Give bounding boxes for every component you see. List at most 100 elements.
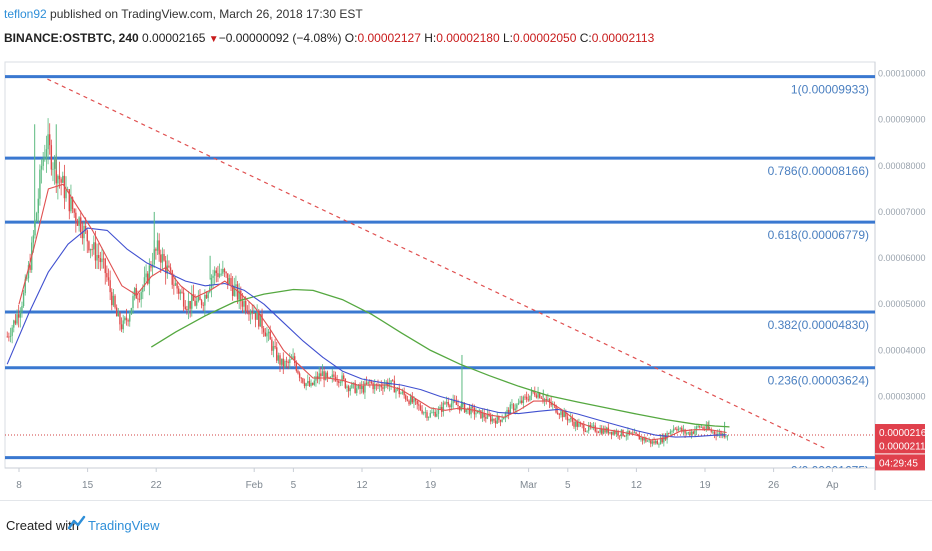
x-tick-label: 12 <box>631 480 643 491</box>
candle-body <box>503 417 505 420</box>
candle-body <box>700 427 703 428</box>
candle-body <box>258 310 260 327</box>
candle-body <box>223 268 226 272</box>
candle-body <box>230 278 232 285</box>
candle-body <box>517 402 520 405</box>
candle-body <box>282 358 284 367</box>
candle-body <box>395 389 397 393</box>
candle-body <box>679 427 681 429</box>
candle-body <box>217 273 219 277</box>
fib-level-label: 0.236(0.00003624) <box>768 374 869 388</box>
candle-body <box>213 270 216 276</box>
candle-body <box>632 432 634 434</box>
candle-body <box>29 265 31 270</box>
candle-body <box>22 292 25 306</box>
fib-level-label: 0(0.00001675) <box>791 464 869 478</box>
candle-body <box>267 331 270 334</box>
candle-body <box>432 411 435 413</box>
candle-body <box>514 408 516 411</box>
candle-body <box>473 407 476 415</box>
candle-body <box>563 411 565 418</box>
candle-body <box>560 411 562 415</box>
candle-body <box>449 405 451 408</box>
last-price-tag-text: 0.00002165 <box>879 428 932 439</box>
candle-body <box>548 399 551 403</box>
candle-body <box>388 384 391 387</box>
candle-body <box>602 428 605 434</box>
candle-body <box>178 288 180 294</box>
candle-body <box>341 375 343 383</box>
trendline[interactable] <box>47 78 828 451</box>
candle-body <box>445 401 448 404</box>
high-label: H: <box>424 31 437 45</box>
tradingview-brand[interactable]: TradingView <box>88 518 160 533</box>
candle-body <box>561 411 564 418</box>
candle-body <box>78 217 80 226</box>
candle-body <box>331 374 333 378</box>
candle-body <box>710 429 712 432</box>
fib-level-label: 1(0.00009933) <box>791 83 869 97</box>
candle-body <box>284 360 286 367</box>
candle-body <box>228 278 231 284</box>
candle-body <box>686 433 688 435</box>
candle-body <box>726 435 729 437</box>
low-value: 0.00002050 <box>512 31 577 45</box>
candle-body <box>483 413 485 418</box>
candle-body <box>84 225 87 231</box>
candle-body <box>218 273 221 277</box>
candle-body <box>124 317 126 321</box>
candle-body <box>525 396 528 400</box>
candle-body <box>303 382 306 387</box>
y-tick-label: 0.00005000 <box>878 299 926 309</box>
candle-body <box>615 431 618 434</box>
candle-body <box>547 399 549 401</box>
candle-body <box>382 387 384 389</box>
candle-body <box>599 429 601 433</box>
candle-body <box>83 225 85 239</box>
candle-body <box>630 432 632 434</box>
candle-body <box>401 391 404 394</box>
candle-body <box>681 427 683 432</box>
candle-body <box>269 331 271 340</box>
price-chart[interactable]: 0.00010000 0.00009000 0.00008000 0.00007000… <box>0 0 932 500</box>
author-link[interactable]: teflon92 <box>4 7 47 21</box>
candle-body <box>307 381 309 384</box>
candle-body <box>346 386 348 388</box>
candle-body <box>494 420 497 424</box>
candle-body <box>431 412 433 414</box>
candle-body <box>53 159 56 169</box>
candle-body <box>57 175 59 184</box>
candle-body <box>556 412 559 415</box>
created-with-text: Created with <box>6 518 79 533</box>
candle-body <box>694 430 696 434</box>
candle-body <box>148 265 151 284</box>
candle-body <box>506 409 508 414</box>
candle-body <box>325 372 327 381</box>
candle-body <box>671 431 673 432</box>
ma-blue-line[interactable] <box>6 227 727 438</box>
candle-body <box>669 431 672 434</box>
candle-body <box>189 300 191 309</box>
candle-body <box>620 429 623 436</box>
candle-body <box>354 382 356 393</box>
candle-body <box>571 418 574 422</box>
candle-body <box>707 425 709 430</box>
candle-body <box>35 213 38 222</box>
candle-body <box>248 311 250 315</box>
candle-body <box>27 265 30 279</box>
candle-body <box>493 418 495 421</box>
fib-level-label: 0.618(0.00006779) <box>768 228 869 242</box>
candle-body <box>277 355 280 361</box>
candle-body <box>362 385 365 393</box>
candle-body <box>527 399 529 401</box>
ma-red-line[interactable] <box>18 183 727 441</box>
candle-body <box>173 284 175 286</box>
candle-body <box>17 314 20 318</box>
ma-green-line[interactable] <box>150 288 730 428</box>
candle-body <box>264 332 267 337</box>
candle-body <box>222 268 224 274</box>
candle-body <box>155 249 157 251</box>
candle-body <box>76 221 79 226</box>
candle-body <box>609 431 611 434</box>
candle-body <box>347 386 350 392</box>
